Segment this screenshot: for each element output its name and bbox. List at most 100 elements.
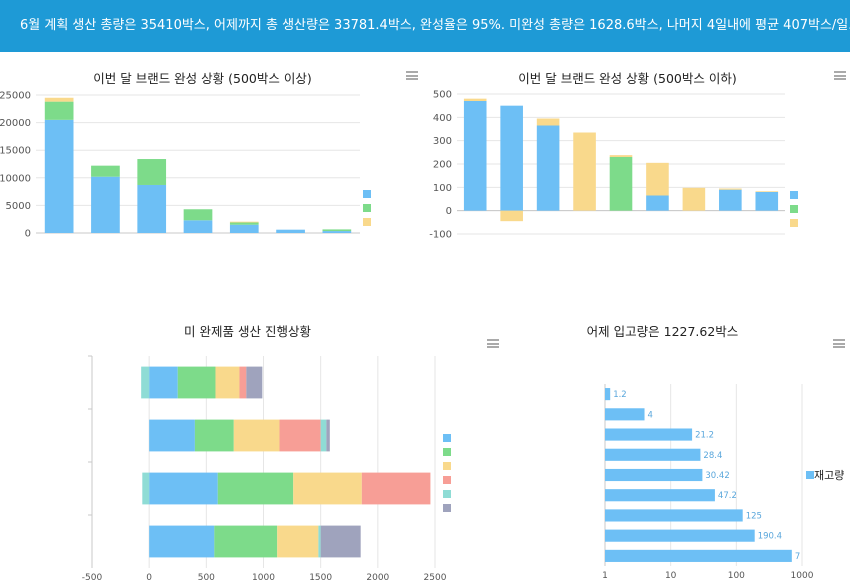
data-label: 30.42 <box>705 471 729 481</box>
bar-segment <box>646 195 669 211</box>
bar-segment <box>573 132 596 211</box>
x-tick-label: 1000 <box>791 571 814 581</box>
legend-swatch-red[interactable] <box>443 476 451 484</box>
bar-segment <box>322 229 352 232</box>
bar <box>605 428 693 441</box>
panel-brand-under-500: 이번 달 브랜드 완성 상황 (500박스 이하) -100 0 100 200 300… <box>425 60 850 260</box>
legend-swatch-green[interactable] <box>363 204 371 212</box>
x-tick-label: 1000 <box>252 573 275 583</box>
y-tick-label: 5000 <box>6 201 31 212</box>
bar-segment <box>536 118 560 126</box>
bar-segment <box>719 188 742 190</box>
data-label: 28.4 <box>703 451 722 461</box>
x-tick-label: -500 <box>82 573 103 583</box>
data-label: 47.2 <box>718 491 737 501</box>
legend-swatch-yellow[interactable] <box>363 218 371 226</box>
chart-unfinished-progress: -500 0 500 1000 1500 2000 2500 <box>82 355 447 583</box>
bar-segment <box>91 165 120 177</box>
legend-swatch-blue[interactable] <box>363 190 371 198</box>
legend-swatch-green[interactable] <box>790 205 798 213</box>
bar-segment <box>183 209 213 221</box>
legend-swatch-slate[interactable] <box>443 504 451 512</box>
data-label: 21.2 <box>695 431 714 441</box>
chart-legend <box>443 434 451 518</box>
bar-segment <box>183 220 213 233</box>
bar <box>605 408 645 421</box>
bar-segment <box>44 101 74 120</box>
y-tick-label: 500 <box>433 90 452 101</box>
data-label: 1.2 <box>613 390 627 400</box>
hamburger-menu-icon[interactable] <box>834 71 846 80</box>
bar-segment <box>229 222 259 225</box>
bar-segment <box>463 98 487 101</box>
bar-segment <box>293 472 362 505</box>
y-tick-label: 10000 <box>0 173 31 184</box>
legend-swatch-green[interactable] <box>443 448 451 456</box>
bar-segment <box>755 191 779 192</box>
panel-brand-over-500: 이번 달 브랜드 완성 상황 (500박스 이상) 0 5000 10000 1500… <box>0 60 425 260</box>
x-tick-label: 2000 <box>366 573 389 583</box>
bar-segment <box>215 366 240 399</box>
y-tick-label: 0 <box>25 229 31 240</box>
y-tick-label: 25000 <box>0 91 31 102</box>
bar-segment <box>149 472 218 505</box>
x-tick-label: 1500 <box>309 573 332 583</box>
legend-swatch-yellow[interactable] <box>790 219 798 227</box>
bar-segment <box>137 184 167 233</box>
chart-title: 어제 입고량은 1227.62박스 <box>586 324 739 339</box>
legend-swatch-yellow[interactable] <box>443 462 451 470</box>
bar-segment <box>246 366 263 399</box>
data-label: 4 <box>648 410 653 420</box>
bar <box>605 448 701 461</box>
bar-segment <box>149 419 195 452</box>
chart-brand-over-500: 0 5000 10000 15000 20000 25000 <box>0 91 360 240</box>
y-tick-label: 20000 <box>0 118 31 129</box>
x-tick-label: 10 <box>665 571 677 581</box>
bar-segment <box>44 119 74 233</box>
y-tick-label: 0 <box>446 206 452 217</box>
bar-segment <box>214 525 278 558</box>
bar <box>605 509 743 522</box>
legend-swatch-blue[interactable] <box>806 471 814 479</box>
bar-segment <box>233 419 280 452</box>
bar-segment <box>141 366 150 399</box>
chart-legend <box>363 190 371 232</box>
y-tick-label: 100 <box>433 183 452 194</box>
data-label: 7 <box>795 552 800 562</box>
bar <box>605 489 715 502</box>
chart-brand-under-500: -100 0 100 200 300 400 500 <box>429 90 785 241</box>
bar-segment <box>217 472 294 505</box>
bar-segment <box>320 419 327 452</box>
bar-segment <box>609 155 633 157</box>
bar-segment <box>194 419 234 452</box>
chart-title: 이번 달 브랜드 완성 상황 (500박스 이하) <box>518 71 737 86</box>
hamburger-menu-icon[interactable] <box>833 339 845 348</box>
legend-label[interactable]: 재고량 <box>814 469 845 482</box>
data-label: 190.4 <box>758 532 782 542</box>
bar-segment <box>463 101 487 211</box>
bar-segment <box>755 192 779 211</box>
y-tick-label: 200 <box>433 160 452 171</box>
bar <box>605 549 792 562</box>
legend-swatch-teal[interactable] <box>443 490 451 498</box>
bar-segment <box>277 525 319 558</box>
bar-segment <box>318 525 321 558</box>
legend-swatch-blue[interactable] <box>790 191 798 199</box>
bar-segment <box>177 366 216 399</box>
hamburger-menu-icon[interactable] <box>406 71 418 80</box>
chart-title: 이번 달 브랜드 완성 상황 (500박스 이상) <box>93 71 312 86</box>
x-tick-label: 1 <box>602 571 608 581</box>
bar-segment <box>279 419 321 452</box>
data-label: 125 <box>746 511 762 521</box>
bar-segment <box>44 97 74 102</box>
legend-swatch-blue[interactable] <box>443 434 451 442</box>
bar-segment <box>609 157 633 211</box>
bar-segment <box>142 472 150 505</box>
hamburger-menu-icon[interactable] <box>487 339 499 348</box>
bar-segment <box>276 229 305 233</box>
bar-segment <box>646 162 669 196</box>
bar <box>605 468 703 482</box>
y-tick-label: 300 <box>433 136 452 147</box>
chart-legend: 재고량 <box>806 467 844 483</box>
y-tick-label: -100 <box>429 230 452 241</box>
